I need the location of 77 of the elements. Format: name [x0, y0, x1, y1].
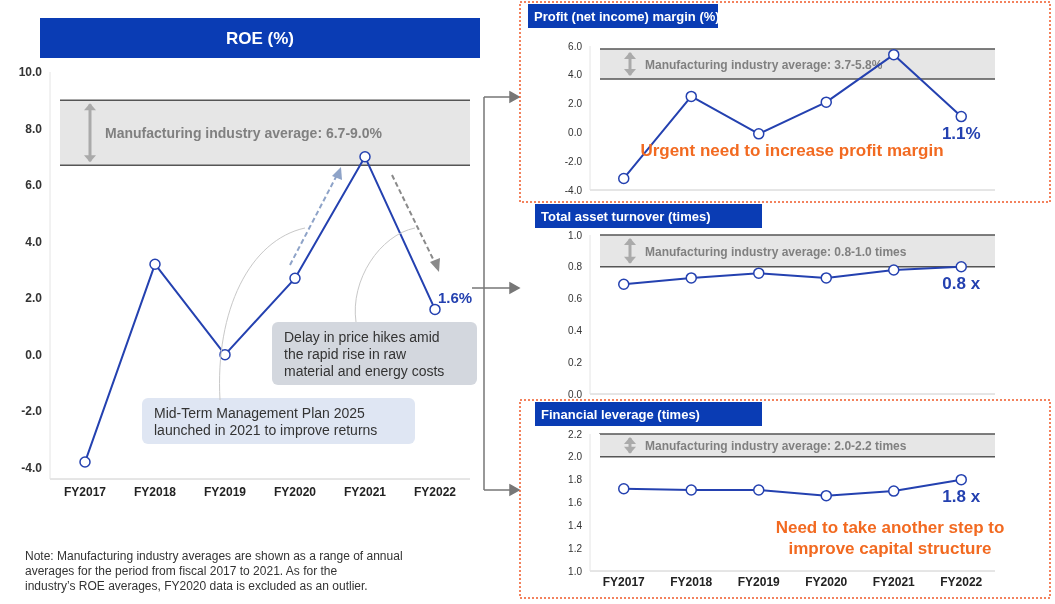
data-label: 1.8 x — [942, 486, 981, 506]
y-tick-label: 2.0 — [568, 451, 583, 463]
x-tick-label: FY2019 — [203, 485, 247, 499]
x-tick-label: FY2022 — [940, 575, 983, 589]
x-tick-label: FY2020 — [273, 485, 317, 499]
point — [888, 48, 900, 61]
y-tick-label: 1.4 — [568, 519, 583, 531]
point — [955, 473, 967, 486]
annotation: Need to take another step to improve capital structure — [775, 518, 1005, 558]
chart-title: Financial leverage (times) — [541, 406, 700, 422]
point — [618, 172, 630, 185]
y-tick-label: 0.6 — [568, 293, 583, 305]
band-label: Manufacturing industry average: 0.8-1.0 times — [645, 244, 907, 259]
x-tick-label: FY2019 — [737, 575, 781, 589]
y-tick-label: 6.0 — [25, 178, 43, 193]
annotation: Delay in price hikes amid the rapid rise in raw material and energy costs — [284, 329, 445, 379]
chart-title: Total asset turnover (times) — [541, 208, 711, 224]
y-tick-label: 0.0 — [568, 388, 583, 400]
y-tick-label: 0.4 — [568, 324, 583, 336]
point — [753, 484, 765, 496]
y-tick-label: 1.6 — [568, 497, 583, 508]
y-tick-label: -2.0 — [564, 155, 583, 167]
x-tick-label: FY2022 — [413, 485, 457, 499]
point — [820, 96, 832, 108]
y-tick-label: 0.0 — [25, 347, 43, 362]
x-tick-label: FY2017 — [63, 485, 107, 499]
y-tick-label: 1.0 — [568, 565, 583, 577]
text: Note: Manufacturing industry averages are shown as a range of annual averages for the period from fiscal 2017 to 2021. As for the industry’s ROE averages, FY2020 data is excluded as an outlier. — [25, 549, 403, 593]
y-tick-label: 1.2 — [568, 542, 583, 554]
point — [685, 90, 697, 103]
y-tick-label: 4.0 — [25, 234, 43, 249]
y-tick-label: 2.2 — [568, 428, 583, 440]
y-tick-label: 1.8 — [568, 474, 583, 486]
y-tick-label: -4.0 — [564, 184, 583, 196]
x-tick-label: FY2021 — [343, 485, 387, 499]
annotation: Mid-Term Management Plan 2025 launched in 2021 to improve returns — [154, 405, 378, 438]
data-label: 1.6% — [437, 289, 473, 307]
point — [685, 484, 697, 496]
point — [429, 303, 441, 316]
point — [289, 272, 301, 285]
band-label: Manufacturing industry average: 6.7-9.0% — [105, 124, 383, 141]
point — [820, 272, 832, 284]
chart-title: ROE (%) — [226, 29, 294, 49]
data-label: 1.1% — [941, 123, 981, 143]
point — [955, 110, 967, 123]
point — [888, 264, 900, 276]
point — [955, 261, 967, 273]
x-tick-label: FY2017 — [602, 575, 646, 589]
x-tick-label: FY2018 — [133, 485, 177, 499]
point — [149, 258, 161, 270]
data-label: 0.8 x — [942, 273, 981, 293]
y-tick-label: 0.8 — [568, 261, 583, 273]
y-tick-label: -4.0 — [21, 460, 43, 475]
point — [79, 456, 91, 468]
y-tick-label: 1.0 — [568, 229, 583, 241]
x-tick-label: FY2018 — [670, 575, 713, 589]
point — [888, 485, 900, 497]
y-tick-label: 2.0 — [25, 291, 43, 306]
point — [219, 348, 231, 361]
y-tick-label: 0.0 — [568, 126, 583, 138]
x-tick-label: FY2021 — [872, 575, 916, 589]
point — [359, 151, 371, 163]
y-tick-label: 4.0 — [568, 69, 583, 81]
point — [618, 483, 630, 495]
band-label: Manufacturing industry average: 2.0-2.2 times — [645, 439, 907, 454]
y-tick-label: -2.0 — [21, 404, 43, 419]
point — [618, 278, 630, 291]
point — [820, 489, 832, 502]
y-tick-label: 10.0 — [18, 65, 43, 79]
y-tick-label: 0.2 — [568, 356, 583, 368]
x-tick-label: FY2020 — [805, 575, 848, 589]
point — [685, 272, 697, 284]
point — [753, 267, 765, 279]
y-tick-label: 8.0 — [25, 121, 43, 136]
y-tick-label: 2.0 — [568, 98, 583, 110]
y-tick-label: 6.0 — [568, 40, 583, 52]
point — [753, 128, 765, 140]
